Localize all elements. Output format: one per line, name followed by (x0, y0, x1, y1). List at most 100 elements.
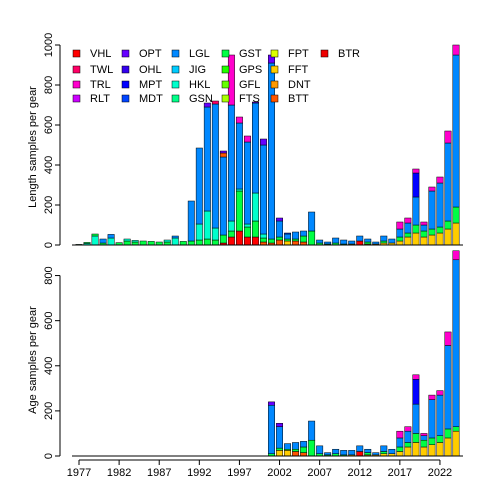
bar-segment-2003-fft (284, 240, 292, 246)
bar-segment-2023-trl (444, 331, 452, 346)
bar-segment-2017-trl (396, 221, 404, 230)
bar-segment-2022-fft (436, 232, 444, 246)
bar-segment-2023-gst (444, 220, 452, 230)
bar-segment-2007-lgl (316, 239, 324, 244)
bar-segment-1995-gst (219, 234, 227, 244)
legend-label-lgl: LGL (189, 48, 210, 60)
bar-segment-1993-opt (203, 102, 211, 108)
bar-segment-2009-lgl (332, 448, 340, 454)
y-tick-label: 200 (43, 196, 55, 214)
bar-segment-1980-lgl (99, 238, 107, 244)
y-tick-label: 0 (43, 453, 55, 459)
bar-segment-2022-gst (436, 435, 444, 443)
bar-segment-2001-opt (268, 401, 275, 406)
bar-segment-1998-hkl (243, 223, 251, 228)
bar-segment-1983-gst (123, 240, 131, 246)
bar-segment-1995-opt (219, 150, 227, 154)
bar-segment-2018-lgl (404, 222, 412, 234)
x-tick-label: 1997 (227, 467, 251, 479)
length-y-axis: 0 200 400 600 800 1000 (43, 33, 61, 248)
bar-segment-1995-btt (219, 152, 227, 158)
age-y-axis-label: Age samples per gear (27, 306, 39, 414)
legend-label-opt: OPT (139, 48, 162, 60)
bar-segment-2013-lgl (364, 238, 372, 243)
bar-segment-2022-trl (436, 176, 444, 184)
bar-segment-2001-gst (268, 238, 275, 244)
bar-segment-2021-trl (428, 394, 436, 400)
bar-segment-1996-vhl (227, 236, 235, 246)
bar-segment-2022-trl (436, 390, 444, 396)
bar-segment-1996-hkl (227, 220, 235, 232)
bar-segment-2002-fft (276, 450, 283, 457)
bar-segment-2009-lgl (332, 237, 340, 244)
length-y-axis-label: Length samples per gear (27, 86, 39, 208)
legend-label-rlt: RLT (90, 93, 110, 105)
x-tick-label: 1982 (107, 467, 131, 479)
legend-swatch-hkl (171, 80, 180, 89)
bar-segment-2003-lgl (284, 233, 292, 240)
bar-segment-2016-lgl (388, 448, 396, 454)
bar-segment-1991-lgl (187, 200, 195, 242)
bar-segment-1991-gst (187, 240, 195, 246)
bar-segment-2007-lgl (316, 445, 324, 454)
bar-segment-2003-gst (284, 238, 292, 242)
x-tick-label: 2022 (428, 467, 452, 479)
bar-segment-2022-fft (436, 442, 444, 457)
legend-swatch-rlt (72, 94, 81, 103)
bar-segment-1999-gst (252, 220, 259, 238)
x-tick-label: 1987 (147, 467, 171, 479)
bar-segment-2021-gst (428, 437, 436, 445)
bar-segment-1997-lgl (235, 122, 243, 190)
bar-segment-2018-trl (404, 217, 412, 224)
bar-segment-2019-fft (412, 232, 420, 246)
bar-segment-2006-gst (308, 439, 316, 457)
bar-segment-1996-trl (227, 54, 235, 106)
bar-segment-1985-gst (139, 240, 147, 246)
bar-segment-1999-opt (252, 101, 259, 104)
legend-swatch-dnt (270, 80, 279, 89)
bar-segment-1979-hkl (91, 235, 99, 246)
bar-segment-1993-gst (203, 238, 211, 246)
legend-label-btt: BTT (288, 93, 309, 105)
legend-swatch-opt (121, 49, 130, 58)
bar-segment-2014-lgl (372, 452, 380, 456)
bar-segment-2018-gst (404, 442, 412, 448)
legend-swatch-btt (270, 94, 279, 103)
bar-segment-2000-opt (260, 138, 267, 146)
bar-segment-1983-hkl (123, 238, 131, 242)
bar-segment-1992-lgl (195, 147, 203, 225)
bar-segment-1994-gst (211, 239, 219, 246)
bar-segment-1999-vhl (252, 236, 259, 246)
legend-label-fpt: FPT (288, 48, 309, 60)
bar-segment-2019-lgl (412, 196, 420, 226)
bar-segment-2015-gst (380, 240, 388, 244)
bar-segment-2006-lgl (308, 211, 316, 232)
bar-segment-2024-fft (452, 430, 460, 457)
bar-segment-2022-lgl (436, 182, 444, 228)
legend-label-twl: TWL (90, 64, 113, 76)
bar-segment-1997-vhl (235, 230, 243, 246)
legend-label-hkl: HKL (189, 79, 210, 91)
legend-swatch-lgl (171, 49, 180, 58)
legend-label-gst: GST (239, 48, 262, 60)
length-samples-panel: VHL TWL TRL RLT OPT OHL MPT MDT LGL JIG HKL GSN GST G… (27, 33, 463, 248)
bar-segment-2003-mdt (284, 232, 292, 235)
bar-segment-2003-fft (284, 450, 292, 457)
y-tick-label: 800 (43, 76, 55, 94)
bar-segment-2002-opt (276, 217, 283, 222)
bar-segment-2018-fft (404, 446, 412, 457)
bar-segment-2011-lgl (348, 240, 356, 245)
y-tick-label: 1000 (43, 33, 55, 57)
bar-segment-2008-lgl (324, 241, 332, 245)
bar-segment-1994-lgl (211, 103, 219, 229)
bar-segment-2013-gst (364, 241, 372, 245)
legend-swatch-gps (221, 65, 230, 74)
bar-segment-2004-lgl (292, 231, 300, 240)
bar-segment-2024-fft (452, 222, 460, 246)
bar-segment-2005-gst (300, 446, 308, 453)
bar-segment-2024-lgl (452, 259, 460, 427)
bar-segment-2004-gst (292, 238, 300, 242)
bar-segment-2017-gst (396, 236, 404, 242)
bar-segment-2020-fft (420, 236, 428, 246)
bar-segment-2024-gst (452, 206, 460, 224)
